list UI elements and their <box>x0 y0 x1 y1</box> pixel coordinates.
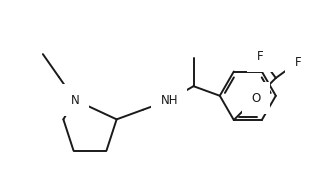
Text: N: N <box>71 94 79 107</box>
Text: O: O <box>251 92 260 104</box>
Text: F: F <box>294 55 301 69</box>
Text: F: F <box>257 50 263 63</box>
Text: NH: NH <box>160 94 178 107</box>
